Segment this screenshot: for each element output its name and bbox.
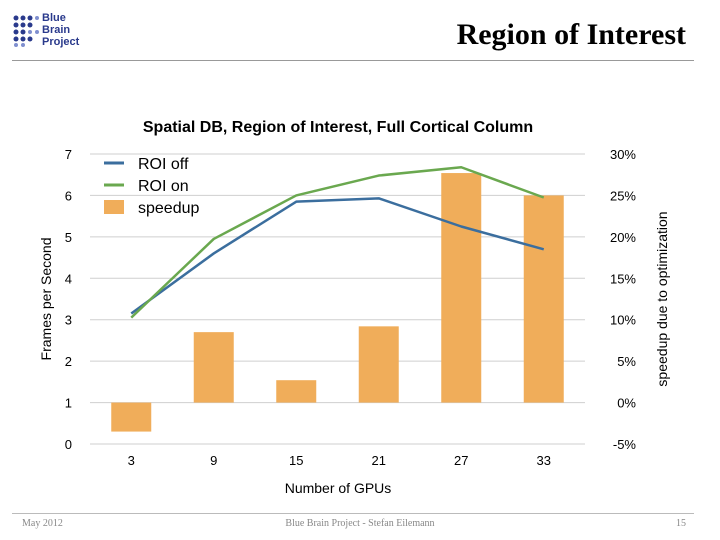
- speedup-bar: [276, 380, 317, 403]
- y-axis-label: Frames per Second: [38, 238, 54, 361]
- slide-title: Region of Interest: [456, 18, 686, 51]
- roi-on-line: [130, 166, 545, 319]
- y2-tick-label: -5%: [613, 437, 637, 452]
- y-tick-label: 6: [65, 188, 72, 203]
- y2-axis-label: speedup due to optimization: [654, 211, 670, 386]
- footer-author: Blue Brain Project - Stefan Eilemann: [285, 518, 435, 529]
- y2-tick-label: 15%: [610, 271, 636, 286]
- y-tick-label: 0: [65, 437, 72, 452]
- title-divider: [12, 60, 694, 61]
- logo-line: Blue: [42, 12, 66, 24]
- x-tick-label: 27: [454, 453, 468, 468]
- footer-divider: [12, 513, 694, 514]
- y-tick-label: 4: [65, 271, 72, 286]
- y-tick-label: 7: [65, 147, 72, 162]
- y2-tick-label: 20%: [610, 230, 636, 245]
- y-tick-label: 1: [65, 396, 72, 411]
- right-axis-ticks: -5% 0% 5% 10% 15% 20% 25% 30%: [610, 147, 636, 452]
- logo-wordmark: Blue Brain Project: [42, 12, 79, 48]
- y-tick-label: 3: [65, 313, 72, 328]
- chart-legend: ROI off ROI on speedup: [104, 156, 199, 217]
- speedup-bar: [523, 195, 564, 403]
- x-tick-label: 21: [372, 453, 386, 468]
- blue-brain-logo: Blue Brain Project: [12, 10, 92, 54]
- speedup-bar: [441, 173, 482, 403]
- y2-tick-label: 5%: [617, 354, 636, 369]
- speedup-bar: [111, 402, 152, 432]
- y2-tick-label: 10%: [610, 313, 636, 328]
- x-tick-label: 3: [128, 453, 135, 468]
- y-tick-label: 5: [65, 230, 72, 245]
- y-tick-label: 2: [65, 354, 72, 369]
- x-tick-label: 9: [210, 453, 217, 468]
- legend-speedup-swatch: [104, 200, 124, 214]
- y2-tick-label: 0%: [617, 396, 636, 411]
- brain-logo-icon: [13, 15, 39, 47]
- chart-title: Spatial DB, Region of Interest, Full Cor…: [143, 119, 533, 136]
- fps-lines: [130, 166, 545, 319]
- legend-speedup-label: speedup: [138, 200, 199, 217]
- speedup-bar: [193, 332, 234, 403]
- roi-off-line: [130, 197, 545, 315]
- footer-date: May 2012: [22, 518, 63, 529]
- left-axis-ticks: 0 1 2 3 4 5 6 7: [65, 147, 72, 452]
- legend-roi-off-label: ROI off: [138, 156, 189, 173]
- logo-line: Brain: [42, 24, 71, 36]
- x-axis-ticks: 3 9 15 21 27 33: [128, 453, 551, 468]
- legend-roi-on-label: ROI on: [138, 178, 189, 195]
- x-tick-label: 15: [289, 453, 303, 468]
- x-axis-label: Number of GPUs: [285, 480, 392, 496]
- speedup-bar: [358, 326, 399, 403]
- logo-line: Project: [42, 36, 80, 48]
- y2-tick-label: 30%: [610, 147, 636, 162]
- page-number: 15: [676, 518, 686, 529]
- y2-tick-label: 25%: [610, 188, 636, 203]
- chart-gridlines: [90, 153, 585, 445]
- x-tick-label: 33: [537, 453, 551, 468]
- speedup-bars: [111, 173, 564, 432]
